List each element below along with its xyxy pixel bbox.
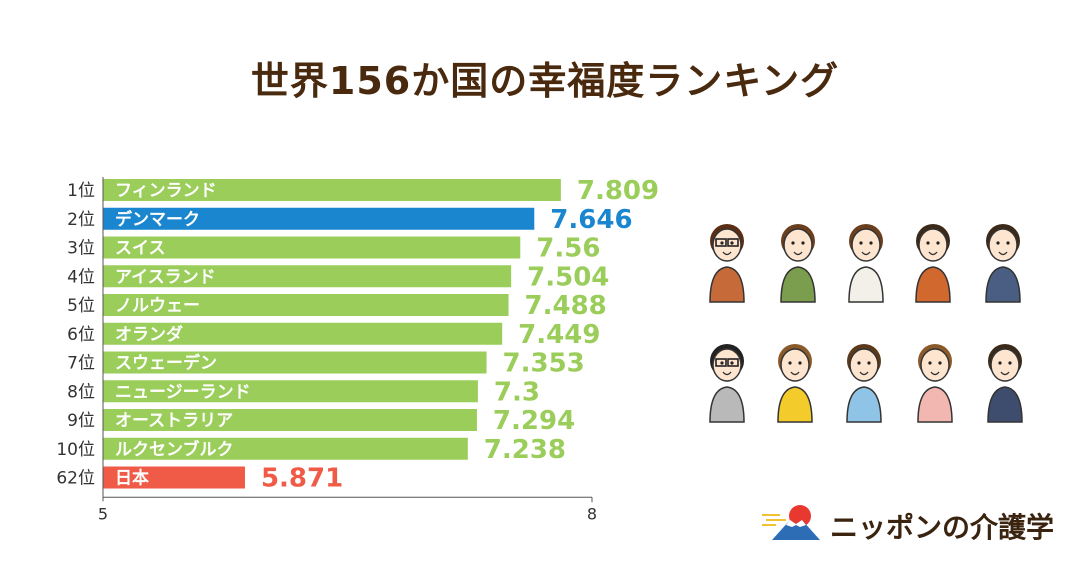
bar (103, 437, 468, 460)
rank-label: 6位 (67, 325, 95, 345)
person-icon (848, 224, 884, 303)
value-label: 7.488 (525, 291, 607, 321)
country-label: ルクセンブルク (115, 439, 234, 460)
person-icon (987, 344, 1023, 423)
country-label: オランダ (115, 324, 183, 345)
country-label: フィンランド (115, 181, 217, 201)
value-label: 5.871 (261, 464, 343, 494)
value-label: 7.449 (518, 320, 600, 350)
bar (103, 294, 509, 316)
rank-label: 4位 (67, 267, 95, 287)
bar (103, 466, 245, 489)
rank-label: 3位 (67, 239, 95, 259)
person-icon (709, 224, 745, 303)
value-label: 7.353 (503, 349, 585, 379)
person-icon (985, 224, 1021, 303)
person-icon (709, 344, 745, 423)
x-tick-label: 5 (98, 504, 108, 523)
country-label: ノルウェー (115, 296, 200, 316)
brand-logo: ニッポンの介護学 (762, 500, 1072, 550)
rank-label: 7位 (67, 354, 95, 374)
country-label: アイスランド (115, 267, 216, 287)
bar (103, 380, 478, 403)
country-label: スイス (115, 239, 166, 259)
country-label: 日本 (115, 468, 149, 489)
bar (103, 409, 477, 431)
rank-label: 9位 (67, 411, 95, 431)
bar (103, 236, 521, 259)
rank-label: 1位 (67, 181, 95, 201)
logo-text: ニッポンの介護学 (830, 511, 1055, 544)
person-icon (846, 344, 882, 423)
bar (103, 322, 503, 345)
person-icon (917, 344, 953, 423)
country-label: デンマーク (115, 209, 200, 230)
chart-title: 世界156か国の幸福度ランキング (250, 59, 840, 103)
person-icon (780, 224, 816, 303)
x-tick-label: 8 (587, 504, 597, 523)
value-label: 7.646 (550, 205, 632, 235)
person-icon (915, 224, 951, 303)
rank-label: 2位 (67, 210, 95, 230)
bar (103, 351, 487, 374)
bar (103, 207, 535, 230)
bar (103, 179, 561, 201)
mount-fuji-sun-icon (762, 505, 820, 540)
bar (103, 265, 512, 288)
country-label: ニュージーランド (115, 382, 251, 402)
rank-label: 8位 (67, 382, 95, 402)
value-label: 7.294 (493, 406, 575, 436)
rank-label: 62位 (56, 469, 95, 489)
person-icon (777, 344, 813, 423)
value-label: 7.238 (484, 435, 566, 465)
value-label: 7.56 (536, 234, 600, 264)
value-label: 7.809 (577, 176, 659, 206)
value-label: 7.3 (494, 377, 540, 407)
country-label: オーストラリア (115, 411, 233, 431)
country-label: スウェーデン (115, 353, 217, 374)
value-label: 7.504 (527, 262, 609, 292)
rank-label: 5位 (67, 296, 95, 316)
rank-label: 10位 (56, 440, 95, 460)
